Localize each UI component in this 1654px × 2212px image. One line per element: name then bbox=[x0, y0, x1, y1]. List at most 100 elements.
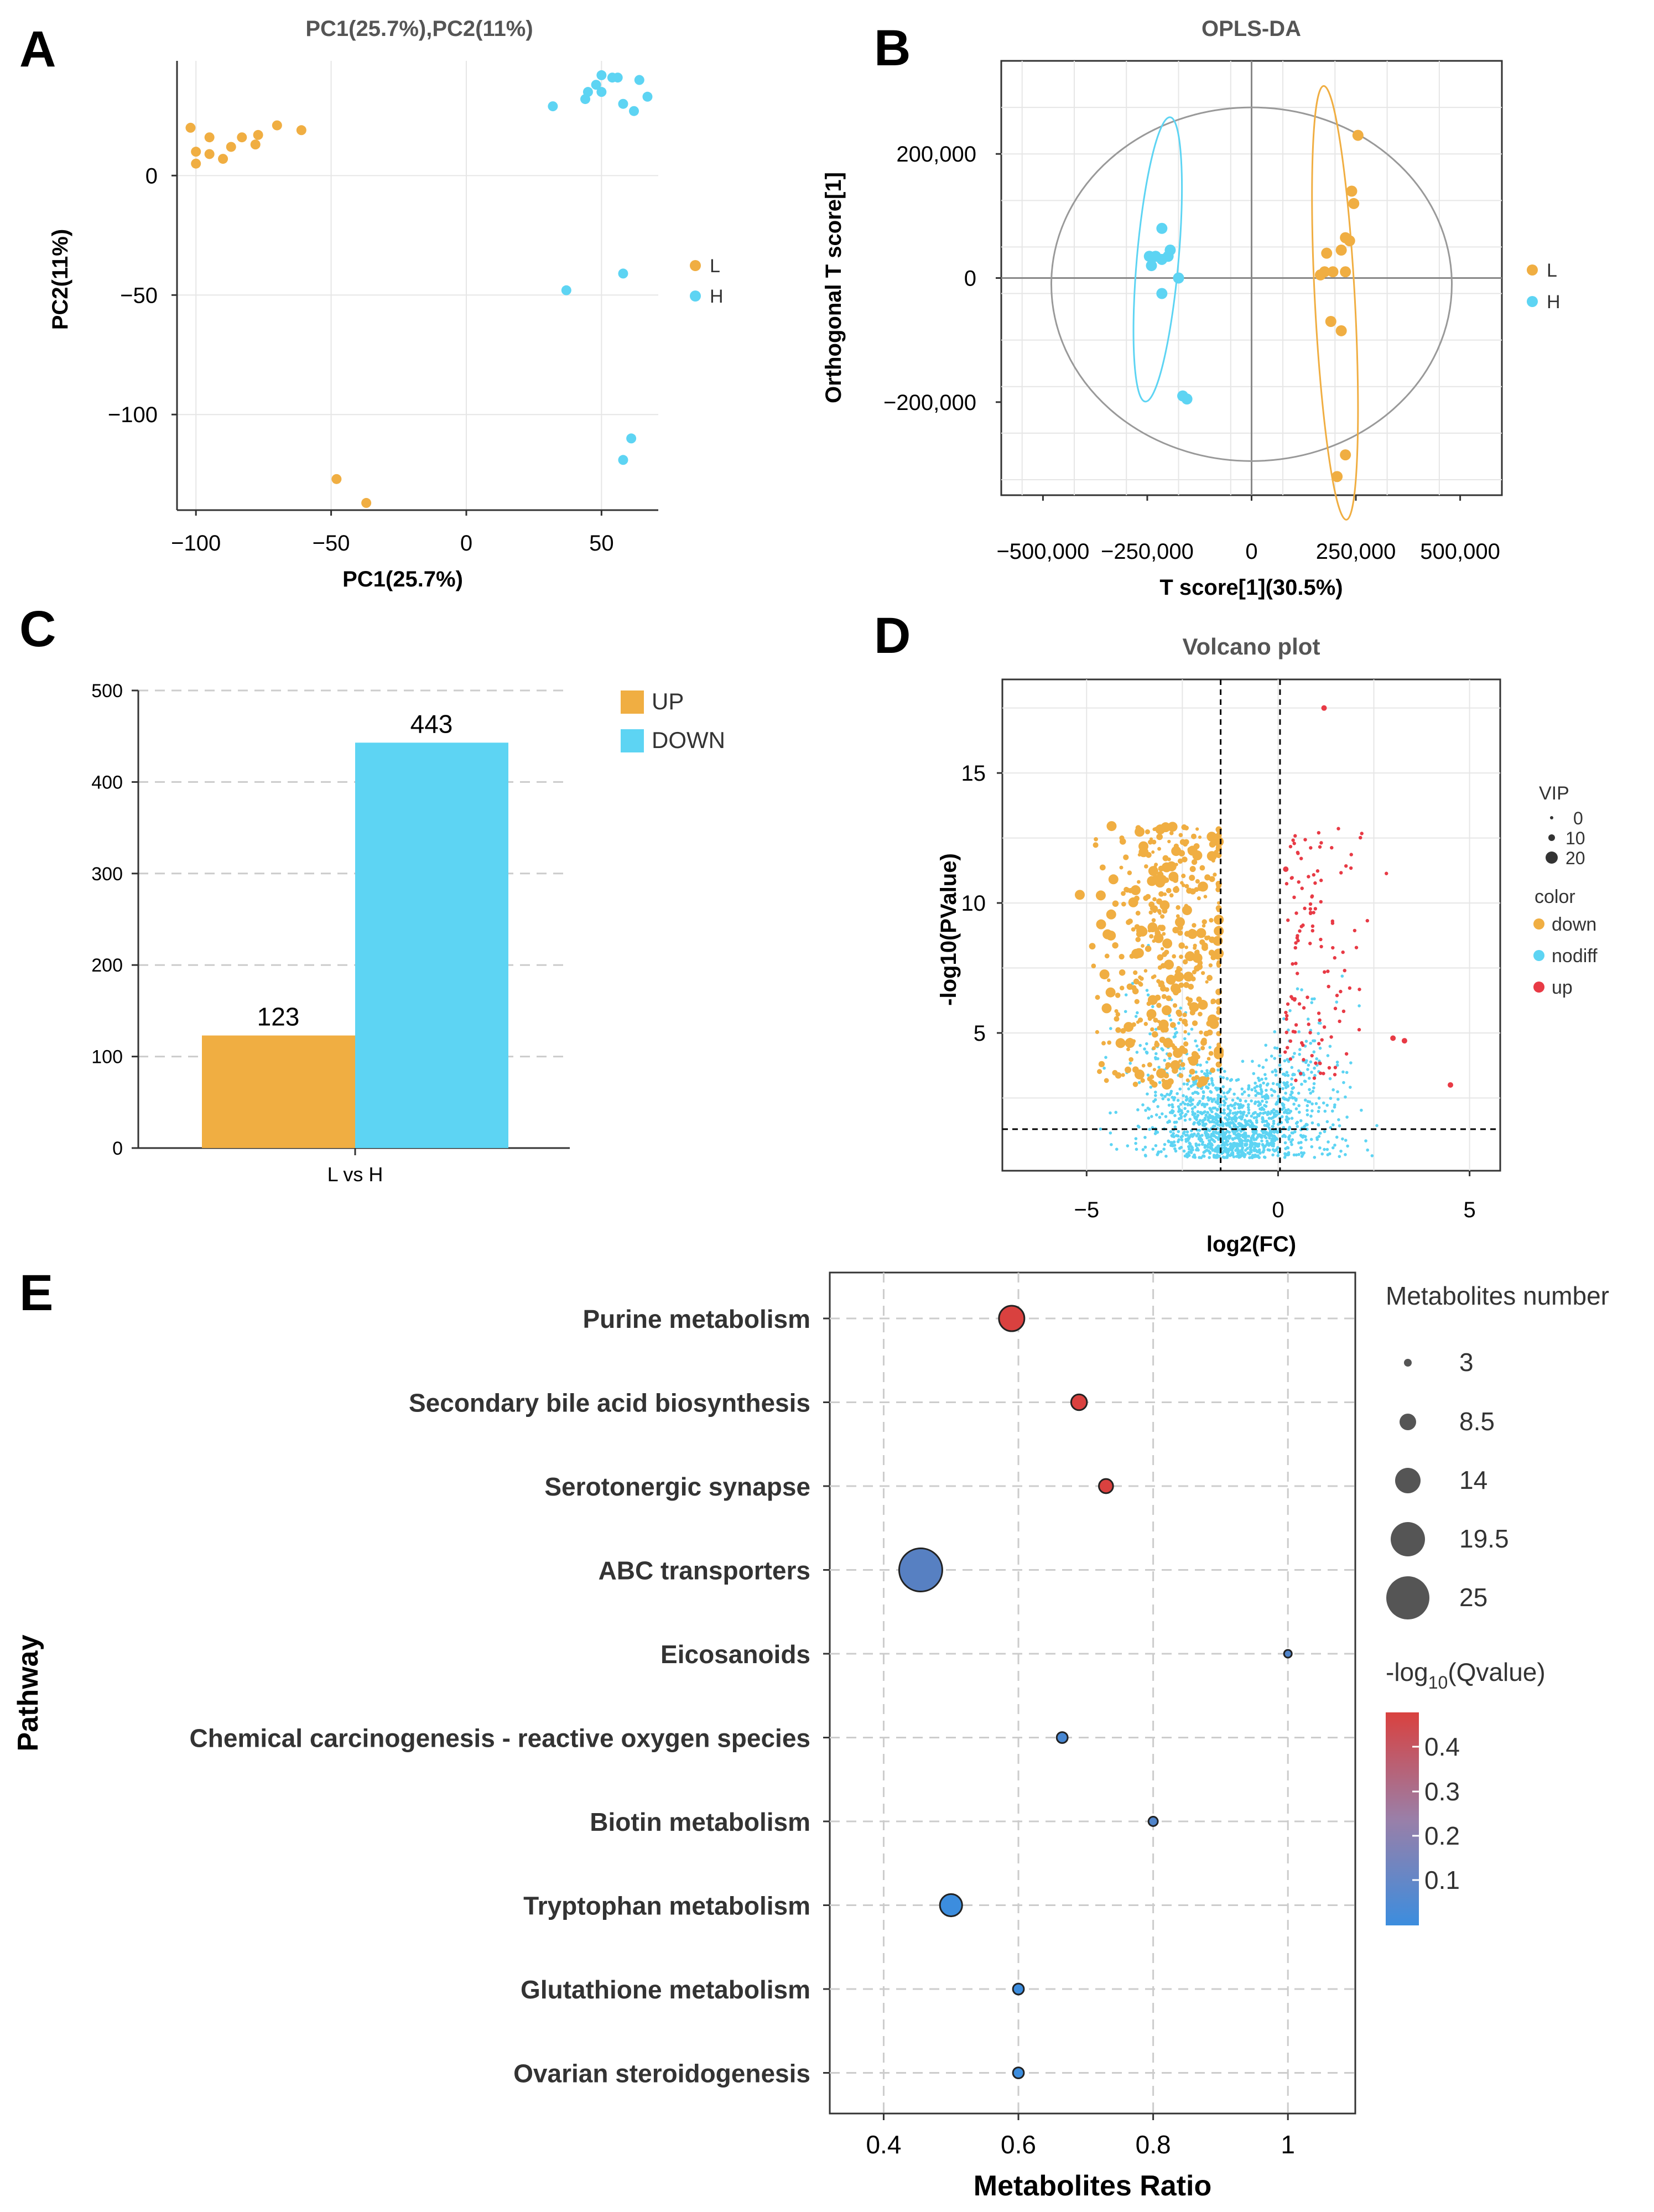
point-down bbox=[1183, 982, 1190, 988]
point-nodiff bbox=[1222, 1099, 1226, 1103]
point-nodiff bbox=[1292, 1153, 1296, 1157]
point-nodiff bbox=[1182, 1149, 1186, 1153]
point-nodiff bbox=[1226, 1104, 1230, 1108]
point-down bbox=[1178, 1059, 1182, 1063]
point-nodiff bbox=[1173, 1027, 1177, 1030]
point-nodiff bbox=[1171, 1144, 1174, 1147]
point-nodiff bbox=[1267, 1133, 1270, 1136]
point-nodiff bbox=[1198, 1134, 1202, 1138]
point-down bbox=[1197, 896, 1201, 901]
legend-q-title: -log10(Qvalue) bbox=[1386, 1658, 1546, 1692]
point-l bbox=[361, 498, 372, 508]
point-down bbox=[1093, 842, 1099, 848]
point-nodiff bbox=[1176, 1134, 1180, 1138]
point-h bbox=[618, 98, 628, 109]
point-nodiff bbox=[1288, 1126, 1292, 1130]
point-nodiff bbox=[1261, 1150, 1265, 1154]
point-nodiff bbox=[1224, 1116, 1227, 1120]
legend-nodiff: nodiff bbox=[1552, 946, 1598, 967]
point-up bbox=[1318, 1071, 1323, 1075]
point-nodiff bbox=[1151, 1005, 1154, 1009]
point-nodiff bbox=[1240, 1087, 1244, 1091]
point-nodiff bbox=[1168, 1120, 1171, 1124]
point-nodiff bbox=[1331, 1123, 1335, 1126]
point-nodiff bbox=[1344, 1153, 1347, 1156]
point-nodiff bbox=[1303, 1098, 1307, 1102]
point-nodiff bbox=[1313, 1073, 1317, 1077]
point-down bbox=[1216, 960, 1221, 964]
panel-b: B OPLS-DA −500,000 −250,000 0 250,000 500,00… bbox=[821, 17, 1561, 600]
point-down bbox=[1189, 928, 1194, 933]
point-nodiff bbox=[1242, 1090, 1246, 1094]
point-nodiff bbox=[1306, 1068, 1309, 1071]
point-nodiff bbox=[1141, 1148, 1145, 1151]
point-down bbox=[1206, 975, 1213, 981]
point-nodiff bbox=[1226, 1121, 1230, 1124]
legend-vip-20: 20 bbox=[1565, 848, 1585, 868]
point-nodiff bbox=[1256, 1154, 1260, 1157]
point-nodiff bbox=[1251, 1154, 1255, 1157]
point-up bbox=[1319, 841, 1323, 845]
point-down bbox=[1128, 897, 1138, 907]
point-down bbox=[1182, 1012, 1187, 1017]
point-nodiff bbox=[1288, 1009, 1292, 1012]
point-down bbox=[1181, 883, 1185, 887]
point-nodiff bbox=[1304, 1138, 1308, 1141]
point-nodiff bbox=[1260, 1134, 1263, 1138]
point-nodiff bbox=[1158, 1081, 1162, 1084]
point-nodiff bbox=[1171, 1141, 1174, 1145]
point-nodiff bbox=[1179, 1006, 1183, 1010]
point-nodiff bbox=[1182, 1131, 1185, 1135]
point-down bbox=[1184, 884, 1189, 889]
point-down bbox=[1189, 866, 1196, 873]
point-down bbox=[1153, 1017, 1158, 1023]
point-nodiff bbox=[1272, 1121, 1276, 1125]
point-down bbox=[1200, 1039, 1207, 1046]
point-nodiff bbox=[1284, 1110, 1287, 1114]
point-nodiff bbox=[1310, 1071, 1313, 1074]
point-nodiff bbox=[1267, 1117, 1271, 1120]
point-up bbox=[1300, 886, 1304, 890]
ticks-d: −5 0 5 5 10 15 bbox=[961, 761, 1476, 1222]
point-nodiff bbox=[1260, 1092, 1263, 1096]
point-h bbox=[1146, 260, 1157, 272]
point-up bbox=[1339, 871, 1343, 875]
point-nodiff bbox=[1278, 1063, 1282, 1067]
point-nodiff bbox=[1294, 1098, 1298, 1102]
point-nodiff bbox=[1247, 1111, 1251, 1115]
point-nodiff bbox=[1247, 1108, 1251, 1112]
point-nodiff bbox=[1275, 1147, 1278, 1151]
point-nodiff bbox=[1336, 1098, 1340, 1101]
point-up bbox=[1319, 900, 1323, 904]
point-down bbox=[1101, 1003, 1112, 1014]
point-nodiff bbox=[1210, 1146, 1214, 1150]
point-nodiff bbox=[1270, 1094, 1274, 1097]
point-nodiff bbox=[1185, 1134, 1189, 1137]
point-nodiff bbox=[1285, 1115, 1288, 1119]
point-down bbox=[1152, 1068, 1156, 1072]
point-down bbox=[1104, 953, 1110, 959]
point-up bbox=[1312, 911, 1315, 915]
point-nodiff bbox=[1211, 1134, 1215, 1138]
point-nodiff bbox=[1147, 1117, 1151, 1120]
point-nodiff bbox=[1195, 1044, 1199, 1048]
point-down bbox=[1199, 865, 1205, 871]
point-down bbox=[1181, 874, 1186, 879]
point-up bbox=[1294, 1023, 1298, 1027]
point-up bbox=[1333, 1066, 1338, 1069]
point-nodiff bbox=[1228, 1130, 1231, 1134]
point-nodiff bbox=[1282, 1126, 1286, 1129]
point-h bbox=[1156, 288, 1168, 299]
point-down bbox=[1210, 998, 1216, 1004]
point-down bbox=[1151, 850, 1155, 854]
point-nodiff bbox=[1206, 1143, 1210, 1146]
point-down bbox=[1112, 942, 1119, 949]
point-nodiff bbox=[1312, 1050, 1316, 1054]
point-nodiff bbox=[1267, 1126, 1271, 1130]
point-down bbox=[1171, 983, 1181, 994]
point-nodiff bbox=[1154, 1027, 1158, 1031]
point-down bbox=[1152, 827, 1156, 832]
point-up bbox=[1299, 856, 1303, 860]
point-nodiff bbox=[1216, 1093, 1220, 1097]
point-down bbox=[1119, 985, 1125, 990]
